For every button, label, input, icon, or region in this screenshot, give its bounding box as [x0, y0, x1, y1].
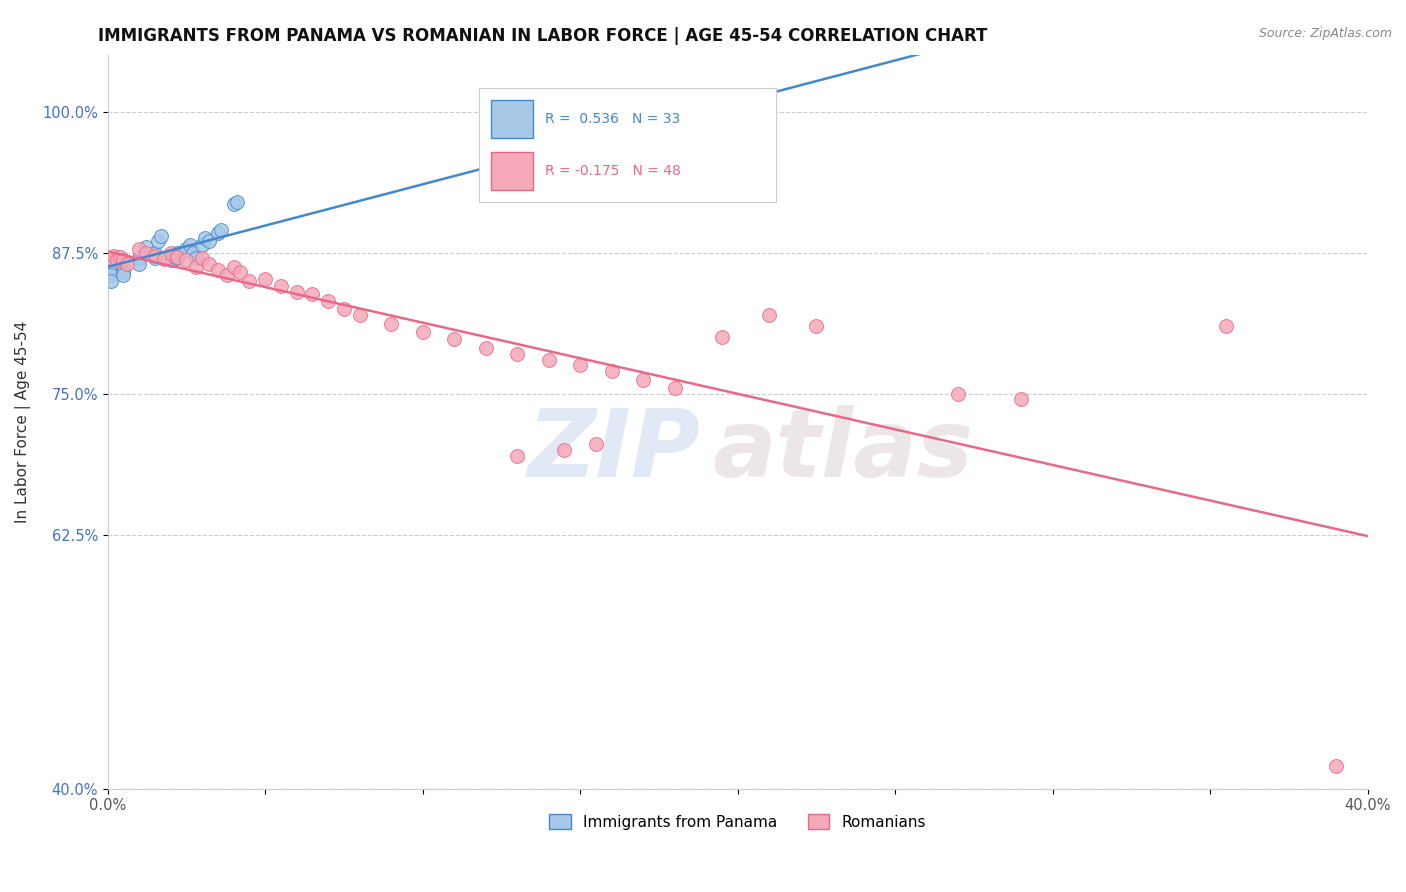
Point: [285, 285, 308, 299]
Point: [229, 265, 252, 279]
Point: [128, 242, 150, 256]
Point: [176, 242, 198, 256]
Point: [112, 268, 135, 282]
Point: [727, 104, 749, 119]
Point: [166, 245, 188, 260]
Point: [710, 330, 733, 344]
Point: [412, 325, 434, 339]
Point: [134, 245, 156, 260]
Point: [222, 260, 245, 275]
Point: [166, 250, 188, 264]
Point: [100, 251, 122, 265]
Point: [1010, 392, 1032, 407]
Point: [112, 253, 135, 268]
Point: [153, 252, 176, 267]
Point: [806, 318, 828, 333]
Point: [194, 231, 217, 245]
Point: [191, 251, 214, 265]
Point: [207, 227, 229, 241]
Point: [631, 373, 654, 387]
Point: [1215, 318, 1237, 333]
Text: IMMIGRANTS FROM PANAMA VS ROMANIAN IN LABOR FORCE | AGE 45-54 CORRELATION CHART: IMMIGRANTS FROM PANAMA VS ROMANIAN IN LA…: [98, 27, 988, 45]
Point: [197, 257, 219, 271]
Text: Source: ZipAtlas.com: Source: ZipAtlas.com: [1258, 27, 1392, 40]
Point: [100, 257, 122, 271]
Point: [270, 279, 292, 293]
Point: [146, 235, 169, 249]
Text: atlas: atlas: [713, 405, 974, 497]
Point: [184, 260, 207, 275]
Point: [110, 250, 132, 264]
Legend: Immigrants from Panama, Romanians: Immigrants from Panama, Romanians: [543, 808, 932, 836]
Point: [537, 352, 560, 367]
Point: [197, 235, 219, 249]
Point: [316, 294, 339, 309]
Point: [166, 251, 188, 265]
Point: [222, 197, 245, 211]
Point: [207, 262, 229, 277]
Point: [163, 249, 186, 263]
Point: [150, 228, 173, 243]
Point: [112, 265, 135, 279]
Point: [143, 249, 166, 263]
Point: [100, 251, 122, 265]
Point: [474, 342, 496, 356]
Point: [600, 364, 623, 378]
Point: [100, 274, 122, 288]
Point: [506, 347, 529, 361]
Point: [349, 308, 371, 322]
Point: [176, 253, 198, 268]
Point: [380, 317, 402, 331]
Point: [191, 237, 214, 252]
Point: [664, 381, 686, 395]
Point: [758, 308, 780, 322]
Y-axis label: In Labor Force | Age 45-54: In Labor Force | Age 45-54: [15, 321, 31, 523]
Point: [238, 274, 260, 288]
Point: [100, 265, 122, 279]
Point: [100, 268, 122, 282]
Point: [115, 257, 138, 271]
Point: [105, 253, 128, 268]
Point: [333, 301, 356, 316]
Point: [100, 253, 122, 268]
Point: [225, 194, 247, 209]
Point: [301, 287, 323, 301]
Point: [103, 249, 125, 263]
Point: [506, 449, 529, 463]
Point: [443, 333, 465, 347]
Point: [181, 245, 204, 260]
Point: [128, 251, 150, 265]
Point: [143, 251, 166, 265]
Point: [948, 386, 970, 401]
Point: [128, 257, 150, 271]
Point: [553, 443, 575, 458]
Point: [179, 237, 201, 252]
Text: ZIP: ZIP: [527, 405, 700, 497]
Point: [112, 260, 135, 275]
Point: [254, 271, 277, 285]
Point: [100, 260, 122, 275]
Point: [134, 240, 156, 254]
Point: [209, 223, 232, 237]
Point: [184, 251, 207, 265]
Point: [159, 253, 181, 268]
Point: [143, 245, 166, 260]
Point: [1324, 759, 1347, 773]
Point: [585, 437, 607, 451]
Point: [217, 268, 239, 282]
Point: [569, 359, 592, 373]
Point: [159, 245, 181, 260]
